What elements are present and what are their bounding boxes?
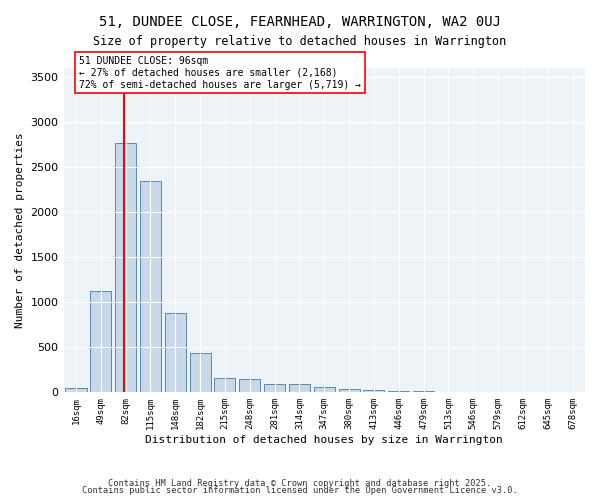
Bar (190, 352, 211, 393)
Text: 51 DUNDEE CLOSE: 96sqm
← 27% of detached houses are smaller (2,168)
72% of semi-: 51 DUNDEE CLOSE: 96sqm ← 27% of detached… (79, 56, 361, 90)
Bar (165, 313, 186, 392)
Bar (214, 378, 235, 392)
Text: 51, DUNDEE CLOSE, FEARNHEAD, WARRINGTON, WA2 0UJ: 51, DUNDEE CLOSE, FEARNHEAD, WARRINGTON,… (99, 15, 501, 29)
Y-axis label: Number of detached properties: Number of detached properties (15, 132, 25, 328)
Bar (388, 391, 409, 392)
Bar (314, 388, 335, 392)
Text: Contains HM Land Registry data © Crown copyright and database right 2025.: Contains HM Land Registry data © Crown c… (109, 478, 491, 488)
Bar (140, 182, 161, 392)
Bar (364, 390, 385, 392)
Bar (115, 144, 136, 392)
Bar (65, 388, 86, 392)
Text: Contains public sector information licensed under the Open Government Licence v3: Contains public sector information licen… (82, 486, 518, 495)
X-axis label: Distribution of detached houses by size in Warrington: Distribution of detached houses by size … (145, 435, 503, 445)
Bar (338, 388, 359, 392)
Text: Size of property relative to detached houses in Warrington: Size of property relative to detached ho… (94, 35, 506, 48)
Bar (239, 379, 260, 392)
Bar (90, 292, 112, 392)
Bar (289, 384, 310, 392)
Bar (264, 384, 285, 392)
